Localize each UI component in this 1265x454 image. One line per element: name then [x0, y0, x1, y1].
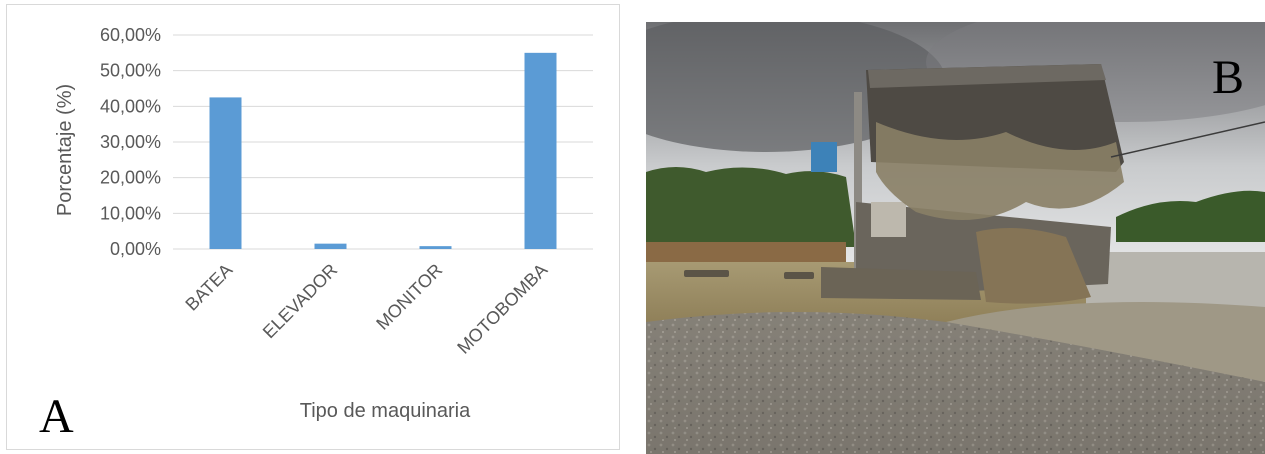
y-tick-label: 20,00% — [100, 168, 161, 188]
y-tick-label: 60,00% — [100, 25, 161, 45]
gridlines — [173, 34, 593, 250]
bar-chart: 0,00% 10,00% 20,00% 30,00% 40,00% 50,00% 60,00… — [54, 25, 593, 422]
treeline-left — [646, 167, 856, 247]
y-tick-label: 30,00% — [100, 132, 161, 152]
bar-monitor — [419, 246, 452, 249]
y-axis-title: Porcentaje (%) — [54, 84, 76, 216]
dredge-photo: B — [646, 22, 1265, 454]
bar-batea — [209, 97, 242, 250]
x-tick-label: MONITOR — [372, 260, 446, 334]
photo-illustration — [646, 22, 1265, 454]
blue-tank — [811, 142, 837, 172]
x-tick-label: ELEVADOR — [259, 260, 342, 343]
x-tick-labels: BATEA ELEVADOR MONITOR MOTOBOMBA — [181, 260, 551, 358]
y-tick-labels: 0,00% 10,00% 20,00% 30,00% 40,00% 50,00% 60,00… — [100, 25, 161, 259]
bars — [209, 52, 557, 250]
treeline-right — [1116, 190, 1265, 242]
y-tick-label: 40,00% — [100, 96, 161, 116]
x-tick-label: MOTOBOMBA — [453, 260, 551, 358]
barge — [811, 64, 1124, 304]
bar-motobomba — [524, 52, 557, 250]
bar-elevador — [314, 243, 347, 249]
y-tick-label: 0,00% — [110, 239, 161, 259]
y-tick-label: 10,00% — [100, 203, 161, 223]
y-tick-label: 50,00% — [100, 61, 161, 81]
panel-label-b: B — [1212, 51, 1245, 104]
x-tick-label: BATEA — [181, 260, 236, 315]
chart-panel: 0,00% 10,00% 20,00% 30,00% 40,00% 50,00% 60,00… — [6, 4, 620, 450]
panel-label-a: A — [39, 390, 74, 443]
x-axis-title: Tipo de maquinaria — [300, 400, 471, 422]
